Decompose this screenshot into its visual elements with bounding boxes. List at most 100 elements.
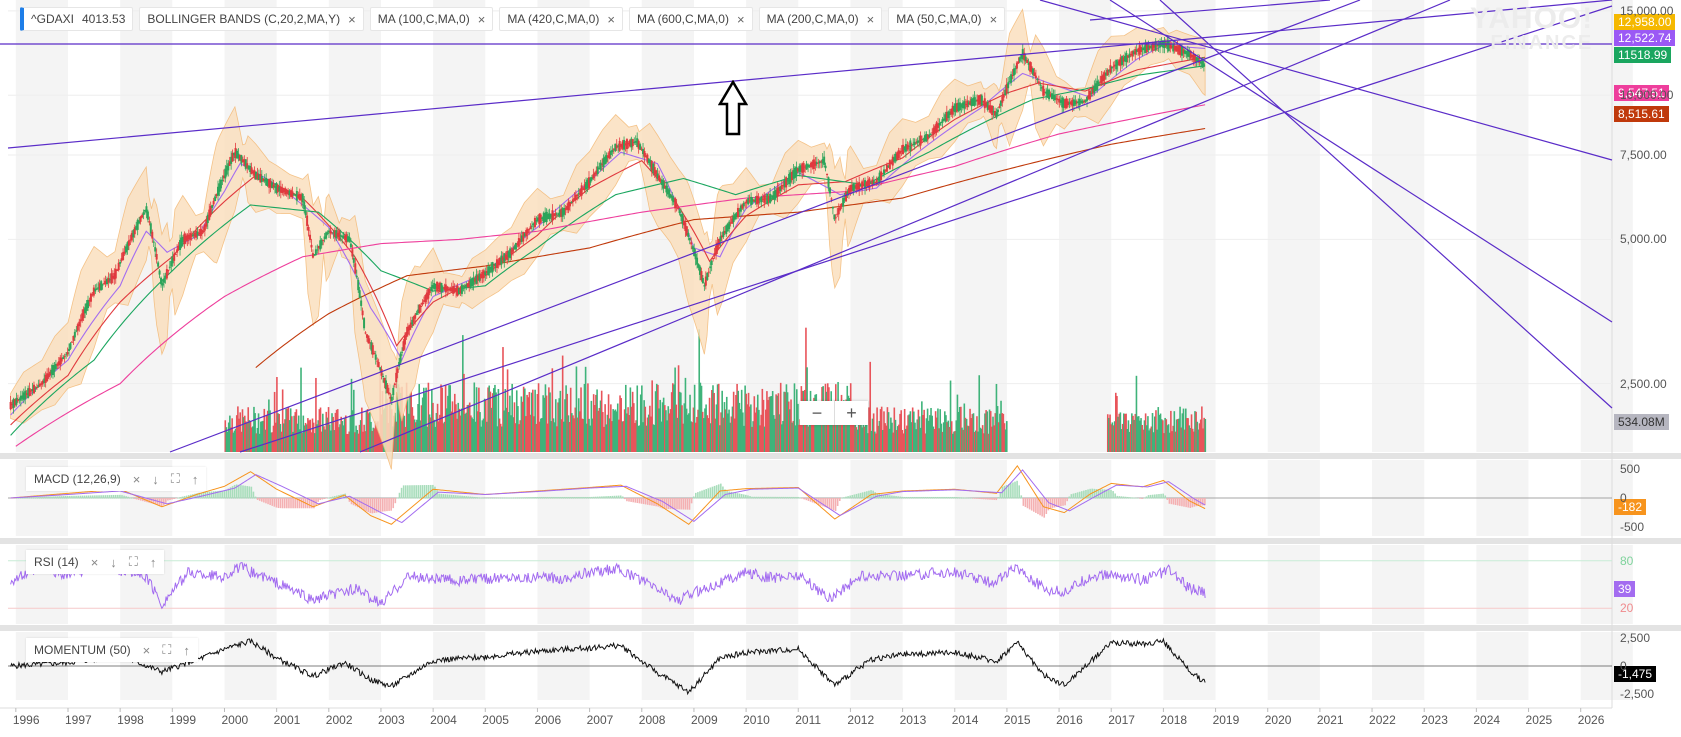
volume-bar <box>1182 408 1185 452</box>
volume-bar <box>651 380 653 452</box>
volume-bar <box>542 395 544 452</box>
volume-bar <box>1187 418 1189 452</box>
candle-body <box>333 230 336 238</box>
candle-body <box>808 164 811 167</box>
candle-body <box>891 156 894 166</box>
macd-histogram-bar <box>1151 494 1154 499</box>
macd-histogram-bar <box>1041 498 1043 517</box>
zoom-in-button[interactable]: + <box>834 401 868 425</box>
candle-body <box>1103 72 1106 80</box>
volume-bar <box>1198 423 1201 452</box>
close-icon[interactable]: × <box>989 11 998 27</box>
volume-bar <box>496 426 499 452</box>
close-icon[interactable]: × <box>90 554 99 570</box>
volume-bar <box>635 420 637 452</box>
macd-histogram-bar <box>809 498 812 502</box>
macd-histogram-bar <box>1028 498 1031 510</box>
volume-bar <box>922 415 924 452</box>
candle-body <box>171 257 174 264</box>
close-icon[interactable]: × <box>348 11 356 27</box>
indicator-pill-bollinger[interactable]: BOLLINGER BANDS (C,20,2,MA,Y) × <box>139 7 364 31</box>
volume-bar <box>523 388 526 452</box>
candle-body <box>101 284 104 286</box>
macd-histogram-bar <box>945 496 947 499</box>
volume-bar <box>340 416 342 452</box>
volume-bar <box>989 411 992 452</box>
candle-body <box>528 229 531 231</box>
candle-body <box>732 215 735 223</box>
move-up-icon[interactable]: ↑ <box>149 554 157 570</box>
indicator-pill-ma600[interactable]: MA (600,C,MA,0) × <box>628 7 753 31</box>
candle-body <box>28 388 31 396</box>
candle-body <box>1083 100 1086 103</box>
candle-body <box>907 145 910 147</box>
candle-body <box>15 397 18 405</box>
indicator-pill-ma100[interactable]: MA (100,C,MA,0) × <box>369 7 494 31</box>
close-icon[interactable]: × <box>142 642 151 658</box>
close-icon[interactable]: × <box>477 11 486 27</box>
candle-body <box>961 102 964 109</box>
candle-body <box>842 197 845 207</box>
candle-body <box>938 122 941 126</box>
volume-bar <box>1002 413 1005 452</box>
move-down-icon[interactable]: ↓ <box>152 471 159 487</box>
trendline <box>359 0 1451 453</box>
indicator-pill-ma50[interactable]: MA (50,C,MA,0) × <box>888 7 1006 31</box>
candle-body <box>498 257 501 265</box>
macd-histogram-bar <box>584 496 586 499</box>
expand-icon[interactable]: ⛶ <box>128 554 138 569</box>
macd-histogram-bar <box>953 496 956 499</box>
expand-icon[interactable]: ⛶ <box>162 642 172 657</box>
x-tick-label: 2024 <box>1473 713 1501 727</box>
volume-bar <box>947 420 950 452</box>
macd-histogram-bar <box>703 489 705 499</box>
volume-bar <box>475 387 478 452</box>
volume-bar <box>507 412 510 452</box>
move-up-icon[interactable]: ↑ <box>191 471 199 487</box>
indicator-pill-ma420[interactable]: MA (420,C,MA,0) × <box>499 7 623 31</box>
macd-histogram-bar <box>576 496 578 499</box>
move-down-icon[interactable]: ↓ <box>110 554 117 570</box>
macd-histogram-bar <box>1185 498 1187 508</box>
candle-body <box>358 290 361 298</box>
macd-histogram-bar <box>509 497 511 499</box>
candle-body <box>912 143 915 145</box>
volume-bar <box>566 393 569 452</box>
macd-histogram-bar <box>150 498 153 504</box>
volume-bar <box>935 417 938 452</box>
momentum-panel-label: MOMENTUM (50) × ⛶ ↑ <box>26 638 198 662</box>
volume-bar <box>359 420 362 452</box>
zoom-out-button[interactable]: − <box>811 402 823 423</box>
volume-bar <box>411 407 414 452</box>
candle-body <box>812 159 815 169</box>
close-icon[interactable]: × <box>736 11 745 27</box>
candle-body <box>314 249 317 255</box>
year-stripe <box>328 545 381 624</box>
volume-bar <box>620 398 622 452</box>
expand-icon[interactable]: ⛶ <box>170 471 180 486</box>
momentum-y-tick-label: -2,500 <box>1620 687 1655 702</box>
candle-body <box>162 278 165 283</box>
candle-body <box>799 165 802 172</box>
volume-bar <box>910 422 913 452</box>
candle-body <box>716 242 719 250</box>
volume-bar <box>307 418 309 452</box>
candle-body <box>89 293 92 302</box>
indicator-pill-ma200[interactable]: MA (200,C,MA,0) × <box>758 7 883 31</box>
volume-bar <box>859 406 861 452</box>
volume-bar <box>1121 423 1124 452</box>
volume-bar <box>657 384 659 452</box>
close-icon[interactable]: × <box>132 471 141 487</box>
candle-body <box>966 100 969 108</box>
macd-histogram-bar <box>71 495 73 499</box>
symbol-pill[interactable]: ^GDAXI 4013.53 <box>20 7 134 31</box>
volume-bar <box>592 394 595 452</box>
macd-y-tick-label: 500 <box>1620 461 1641 476</box>
volume-bar <box>786 392 789 452</box>
macd-histogram-bar <box>258 498 261 501</box>
macd-histogram-bar <box>1174 498 1177 506</box>
move-up-icon[interactable]: ↑ <box>183 642 190 658</box>
close-icon[interactable]: × <box>866 11 875 27</box>
close-icon[interactable]: × <box>607 11 615 27</box>
